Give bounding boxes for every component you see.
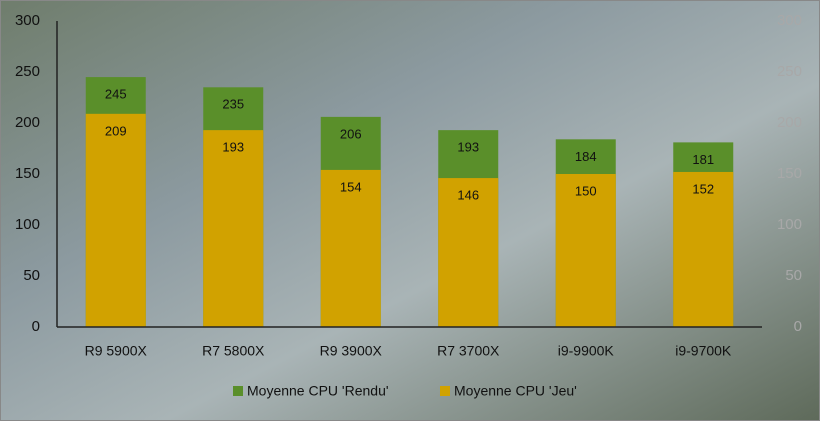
data-label: 154 xyxy=(340,179,362,194)
x-tick-label: i9-9900K xyxy=(558,343,615,359)
legend-swatch xyxy=(440,386,450,396)
data-label: 193 xyxy=(457,140,479,155)
bar xyxy=(203,130,264,327)
data-label: 184 xyxy=(575,149,597,164)
y2-tick-label: 100 xyxy=(777,216,802,233)
data-label: 235 xyxy=(222,97,244,112)
y2-tick-label: 0 xyxy=(794,318,802,335)
y2-tick-label: 300 xyxy=(777,12,802,29)
y-tick-label: 250 xyxy=(15,63,40,80)
y2-tick-label: 50 xyxy=(785,267,802,284)
data-label: 206 xyxy=(340,126,362,141)
legend-swatch xyxy=(233,386,243,396)
x-tick-label: R9 5900X xyxy=(85,343,148,359)
y2-tick-label: 200 xyxy=(777,114,802,131)
data-label: 193 xyxy=(222,140,244,155)
bar xyxy=(85,113,146,327)
y2-tick-label: 150 xyxy=(777,165,802,182)
y-tick-label: 150 xyxy=(15,165,40,182)
legend-label: Moyenne CPU 'Jeu' xyxy=(454,383,577,399)
x-tick-label: R9 3900X xyxy=(320,343,383,359)
legend-label: Moyenne CPU 'Rendu' xyxy=(247,383,389,399)
x-tick-label: i9-9700K xyxy=(675,343,732,359)
bar xyxy=(555,174,616,327)
y-tick-label: 50 xyxy=(23,267,40,284)
y-tick-label: 300 xyxy=(15,12,40,29)
bar xyxy=(438,178,499,327)
data-label: 209 xyxy=(105,123,127,138)
data-label: 181 xyxy=(692,152,714,167)
y-tick-label: 200 xyxy=(15,114,40,131)
y2-tick-label: 250 xyxy=(777,63,802,80)
data-label: 245 xyxy=(105,87,127,102)
y-tick-label: 100 xyxy=(15,216,40,233)
data-label: 150 xyxy=(575,183,597,198)
y-tick-label: 0 xyxy=(32,318,40,335)
bar xyxy=(320,169,381,327)
x-tick-label: R7 3700X xyxy=(437,343,500,359)
data-label: 152 xyxy=(692,181,714,196)
data-label: 146 xyxy=(457,188,479,203)
bar xyxy=(673,171,734,327)
x-tick-label: R7 5800X xyxy=(202,343,265,359)
